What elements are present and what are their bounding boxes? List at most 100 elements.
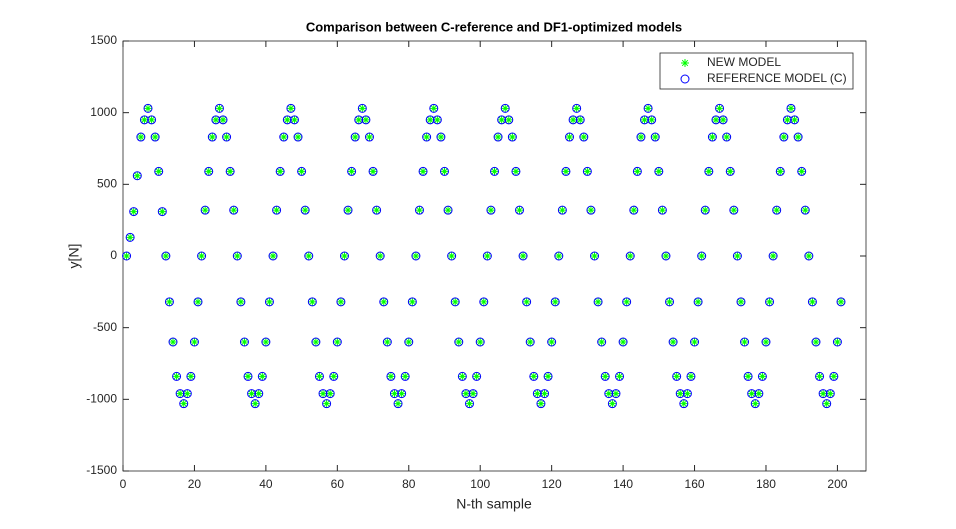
data-point [507,132,517,142]
x-axis-label: N-th sample [456,496,532,512]
data-point [419,167,428,176]
data-point [211,115,220,124]
data-point [558,206,567,215]
data-point [422,133,431,142]
data-point [794,133,803,142]
data-point [533,389,542,398]
data-point [357,103,367,113]
data-point [686,371,696,381]
data-point [432,115,442,125]
data-point [232,251,242,261]
data-point [314,371,324,381]
y-tick-label: -1000 [86,392,117,406]
data-point [286,104,295,113]
data-point [619,338,628,346]
data-point [443,205,453,215]
data-point [429,104,438,113]
data-point [461,389,471,399]
data-point [833,338,842,346]
data-point [494,133,503,142]
data-point [408,297,417,306]
data-point [179,399,188,408]
data-point [200,205,210,215]
data-point [700,205,710,215]
data-point [247,389,256,398]
data-point [304,252,313,260]
data-point [632,166,642,176]
y-tick-label: 500 [97,177,117,191]
data-point [211,115,221,125]
legend-box [659,52,854,90]
data-point [215,104,224,113]
data-point [654,167,663,176]
data-point [182,389,192,399]
legend-label: NEW MODEL [707,55,781,69]
data-point [347,166,357,176]
data-point [511,166,521,176]
data-point [815,372,824,381]
data-point [718,115,728,125]
data-point [618,337,628,347]
data-point [269,252,278,260]
data-point [636,133,645,142]
data-point [336,297,346,307]
data-point [661,251,671,261]
data-point [722,133,731,142]
data-point [382,337,392,347]
data-point [347,167,356,176]
data-point [829,372,838,381]
x-tick-label: 200 [827,477,847,491]
y-tick-label: 1500 [90,33,117,47]
data-point [711,115,721,125]
data-point [265,297,274,306]
data-point [150,132,160,142]
data-point [154,167,163,176]
data-point [522,297,531,306]
data-point [651,133,660,142]
data-point [143,103,153,113]
data-point [765,297,774,306]
data-point [547,337,557,347]
chart-title: Comparison between C-reference and DF1-o… [306,19,682,34]
data-point [189,337,199,347]
data-point [411,251,421,261]
data-point [740,337,750,347]
data-point [722,132,732,142]
data-point [289,115,299,125]
data-point [294,133,303,142]
data-point [544,372,553,381]
data-point [811,338,820,346]
data-point [747,389,757,399]
data-point [565,133,574,142]
data-point [826,389,835,398]
data-point [483,252,492,260]
data-point [176,389,185,398]
data-point [672,371,682,381]
data-point [761,337,771,347]
data-point [226,167,235,176]
data-point [479,297,489,307]
data-point [565,132,575,142]
data-point [775,166,785,176]
data-point [732,251,742,261]
data-point [411,252,420,260]
data-point [772,206,781,215]
data-point [800,205,810,215]
data-point [186,371,196,381]
data-point [711,115,720,124]
data-point [754,389,763,398]
data-point [254,389,264,399]
data-point [586,205,596,215]
data-point [139,115,149,125]
data-point [322,399,332,409]
data-point [540,389,550,399]
data-point [690,337,700,347]
data-point [376,252,385,260]
data-point [272,206,281,215]
data-point [740,338,749,346]
data-point [179,399,189,409]
data-point [386,371,396,381]
data-point [697,251,707,261]
data-point [425,115,435,125]
data-point [165,297,174,306]
